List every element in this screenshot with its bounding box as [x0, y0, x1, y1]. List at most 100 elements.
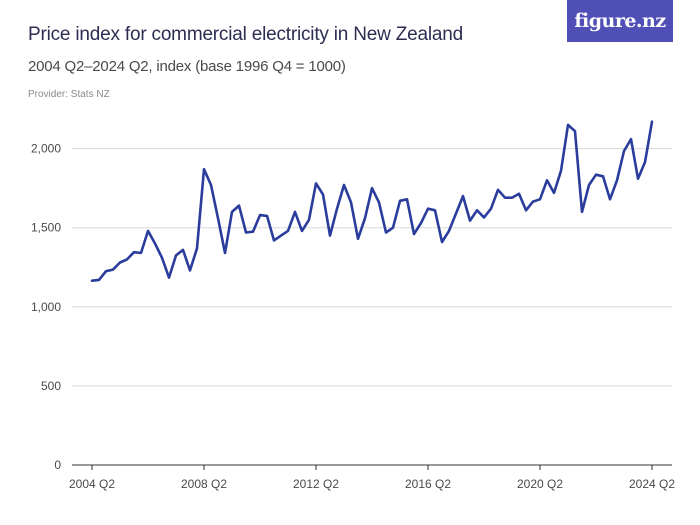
data-point[interactable] [516, 191, 522, 197]
data-point[interactable] [320, 192, 326, 198]
data-point[interactable] [600, 173, 606, 179]
data-point[interactable] [110, 267, 116, 273]
data-point[interactable] [124, 256, 130, 262]
y-tick-label: 1,500 [31, 221, 61, 235]
data-point[interactable] [488, 206, 494, 212]
data-point[interactable] [481, 214, 487, 220]
data-point[interactable] [187, 267, 193, 273]
data-point[interactable] [467, 218, 473, 224]
data-point[interactable] [614, 177, 620, 183]
data-point[interactable] [243, 229, 249, 235]
y-tick-label: 0 [54, 458, 61, 472]
data-point[interactable] [607, 196, 613, 202]
data-point[interactable] [369, 185, 375, 191]
data-point[interactable] [138, 250, 144, 256]
series-line [90, 120, 654, 283]
data-point[interactable] [390, 225, 396, 231]
chart-title: Price index for commercial electricity i… [28, 24, 464, 45]
y-tick-label: 2,000 [31, 142, 61, 156]
data-point[interactable] [544, 177, 550, 183]
data-point[interactable] [537, 196, 543, 202]
data-point[interactable] [173, 252, 179, 258]
data-point[interactable] [194, 245, 200, 251]
x-axis [72, 464, 672, 470]
data-point[interactable] [474, 207, 480, 213]
data-point[interactable] [117, 260, 123, 266]
data-point[interactable] [131, 249, 137, 255]
data-point[interactable] [292, 209, 298, 215]
data-point[interactable] [523, 207, 529, 213]
data-point[interactable] [446, 228, 452, 234]
data-point[interactable] [271, 237, 277, 243]
data-point[interactable] [642, 159, 648, 165]
data-point[interactable] [425, 206, 431, 212]
provider-note: Provider: Stats NZ [28, 89, 110, 100]
x-tick-label: 2012 Q2 [293, 477, 339, 491]
data-point[interactable] [306, 217, 312, 223]
x-tick-label: 2020 Q2 [517, 477, 563, 491]
data-point[interactable] [348, 199, 354, 205]
data-point[interactable] [551, 190, 557, 196]
gridlines [72, 148, 672, 387]
data-point[interactable] [334, 206, 340, 212]
data-point[interactable] [558, 168, 564, 174]
data-point[interactable] [215, 215, 221, 221]
data-point[interactable] [327, 233, 333, 239]
data-point[interactable] [103, 268, 109, 274]
x-tick-label: 2024 Q2 [629, 477, 675, 491]
data-point[interactable] [285, 228, 291, 234]
data-point[interactable] [572, 128, 578, 134]
x-tick-label: 2004 Q2 [69, 477, 115, 491]
data-point[interactable] [89, 278, 95, 284]
data-point[interactable] [236, 203, 242, 209]
data-point[interactable] [397, 198, 403, 204]
data-point[interactable] [166, 275, 172, 281]
data-point[interactable] [495, 187, 501, 193]
data-point[interactable] [180, 247, 186, 253]
data-point[interactable] [565, 122, 571, 128]
data-point[interactable] [222, 250, 228, 256]
data-point[interactable] [159, 255, 165, 261]
data-point[interactable] [229, 209, 235, 215]
data-point[interactable] [383, 229, 389, 235]
data-point[interactable] [439, 239, 445, 245]
data-point[interactable] [579, 209, 585, 215]
data-point[interactable] [404, 196, 410, 202]
data-point[interactable] [355, 236, 361, 242]
data-point[interactable] [649, 119, 655, 125]
data-point[interactable] [432, 207, 438, 213]
figure-nz-logo[interactable]: figure.nz [567, 0, 673, 42]
data-point[interactable] [593, 172, 599, 178]
data-point[interactable] [208, 182, 214, 188]
data-point[interactable] [411, 231, 417, 237]
series-area [89, 119, 655, 284]
data-point[interactable] [460, 193, 466, 199]
data-point[interactable] [257, 212, 263, 218]
data-point[interactable] [264, 213, 270, 219]
x-tick-label: 2016 Q2 [405, 477, 451, 491]
data-point[interactable] [341, 182, 347, 188]
data-point[interactable] [278, 233, 284, 239]
data-point[interactable] [145, 228, 151, 234]
data-point[interactable] [628, 136, 634, 142]
y-tick-labels: 0 500 1,000 1,500 2,000 [31, 142, 61, 472]
x-tick-labels: 2004 Q2 2008 Q2 2012 Q2 2016 Q2 2020 Q2 2024 … [69, 477, 675, 491]
y-tick-label: 500 [41, 379, 61, 393]
data-point[interactable] [635, 176, 641, 182]
data-point[interactable] [509, 195, 515, 201]
data-point[interactable] [313, 180, 319, 186]
data-point[interactable] [96, 277, 102, 283]
data-point[interactable] [250, 229, 256, 235]
data-point[interactable] [418, 220, 424, 226]
data-point[interactable] [201, 166, 207, 172]
data-point[interactable] [376, 199, 382, 205]
data-point[interactable] [586, 182, 592, 188]
data-point[interactable] [299, 228, 305, 234]
data-point[interactable] [152, 241, 158, 247]
data-point[interactable] [502, 195, 508, 201]
data-point[interactable] [530, 199, 536, 205]
data-point[interactable] [453, 210, 459, 216]
data-point[interactable] [362, 215, 368, 221]
data-point[interactable] [621, 148, 627, 154]
